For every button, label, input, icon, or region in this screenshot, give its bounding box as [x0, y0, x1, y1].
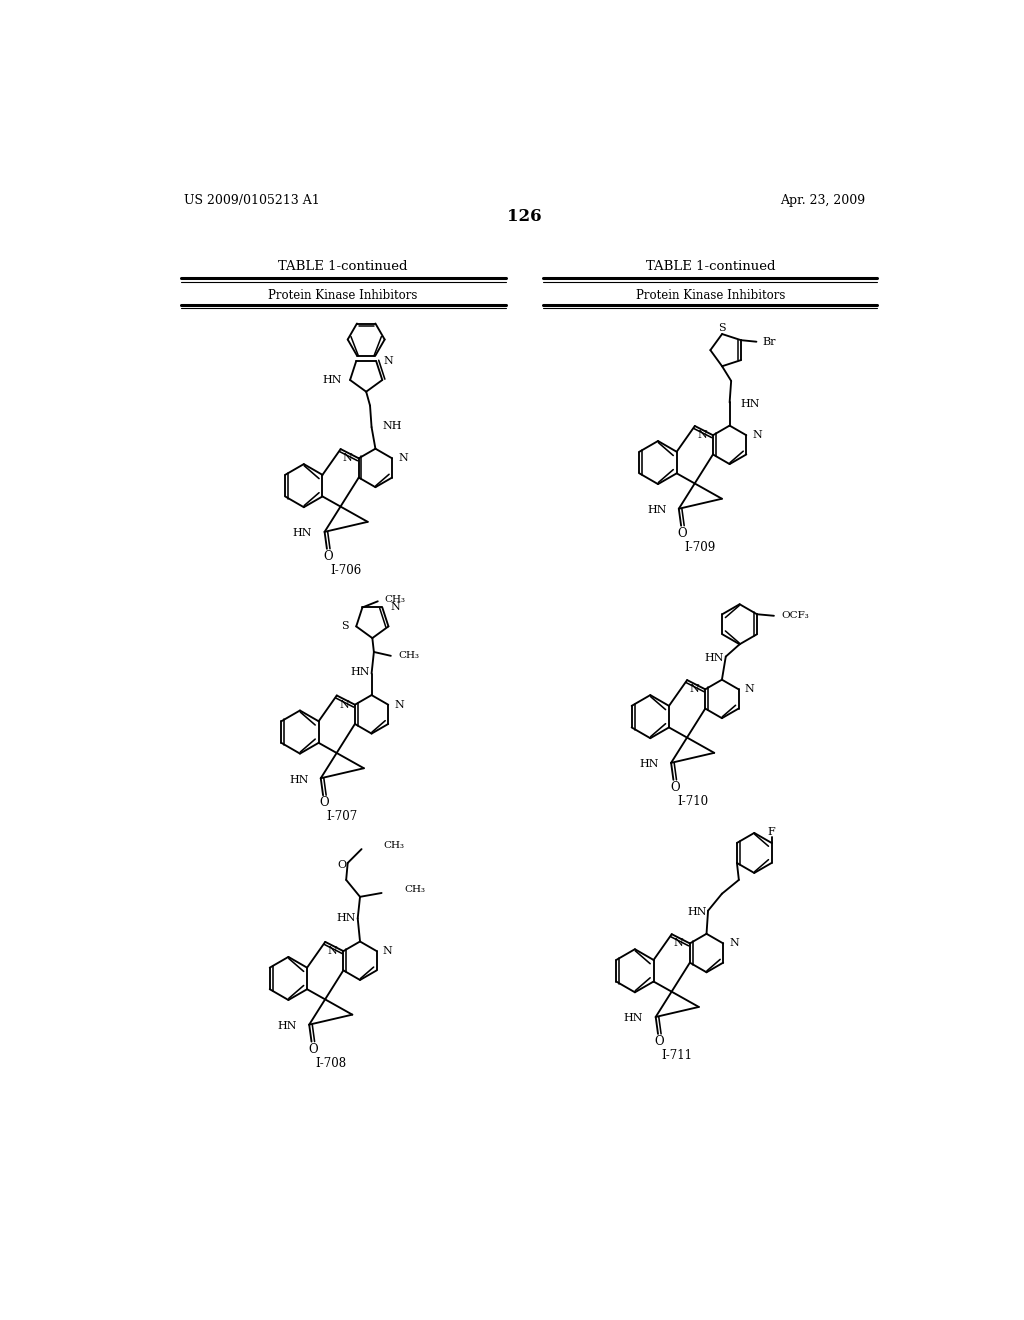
Text: O: O: [337, 861, 346, 870]
Text: N: N: [753, 430, 762, 440]
Text: I-708: I-708: [315, 1056, 346, 1069]
Text: HN: HN: [289, 775, 308, 785]
Text: N: N: [674, 939, 684, 948]
Text: OCF₃: OCF₃: [781, 611, 809, 620]
Text: HN: HN: [705, 653, 724, 663]
Text: N: N: [339, 700, 349, 710]
Text: HN: HN: [624, 1014, 643, 1023]
Text: TABLE 1-continued: TABLE 1-continued: [279, 260, 408, 273]
Text: O: O: [678, 527, 687, 540]
Text: US 2009/0105213 A1: US 2009/0105213 A1: [184, 194, 321, 207]
Text: HN: HN: [740, 399, 760, 409]
Text: Br: Br: [763, 337, 776, 347]
Text: N: N: [328, 946, 337, 956]
Text: Apr. 23, 2009: Apr. 23, 2009: [780, 194, 865, 207]
Text: N: N: [689, 684, 699, 694]
Text: F: F: [768, 828, 775, 837]
Text: N: N: [394, 700, 404, 710]
Text: HN: HN: [323, 375, 342, 385]
Text: N: N: [729, 939, 739, 948]
Text: I-709: I-709: [685, 541, 716, 554]
Text: N: N: [398, 453, 408, 463]
Text: Protein Kinase Inhibitors: Protein Kinase Inhibitors: [268, 289, 418, 302]
Text: HN: HN: [647, 506, 667, 515]
Text: N: N: [697, 430, 707, 440]
Text: N: N: [744, 684, 755, 694]
Text: CH₃: CH₃: [398, 651, 420, 660]
Text: HN: HN: [687, 907, 707, 917]
Text: S: S: [341, 622, 348, 631]
Text: Protein Kinase Inhibitors: Protein Kinase Inhibitors: [636, 289, 785, 302]
Text: O: O: [324, 550, 333, 564]
Text: I-710: I-710: [677, 795, 709, 808]
Text: HN: HN: [350, 667, 370, 677]
Text: O: O: [654, 1035, 665, 1048]
Text: TABLE 1-continued: TABLE 1-continued: [645, 260, 775, 273]
Text: N: N: [343, 453, 352, 463]
Text: CH₃: CH₃: [404, 884, 426, 894]
Text: CH₃: CH₃: [383, 841, 404, 850]
Text: HN: HN: [293, 528, 312, 539]
Text: HN: HN: [639, 759, 658, 770]
Text: HN: HN: [278, 1022, 297, 1031]
Text: I-707: I-707: [327, 810, 358, 824]
Text: CH₃: CH₃: [384, 595, 404, 605]
Text: O: O: [670, 781, 680, 795]
Text: O: O: [319, 796, 330, 809]
Text: N: N: [384, 356, 393, 366]
Text: HN: HN: [337, 913, 356, 924]
Text: I-706: I-706: [331, 564, 361, 577]
Text: NH: NH: [382, 421, 401, 430]
Text: I-711: I-711: [662, 1049, 693, 1063]
Text: N: N: [383, 946, 392, 956]
Text: N: N: [390, 602, 399, 612]
Text: 126: 126: [508, 207, 542, 224]
Text: S: S: [718, 323, 726, 333]
Text: O: O: [308, 1043, 317, 1056]
